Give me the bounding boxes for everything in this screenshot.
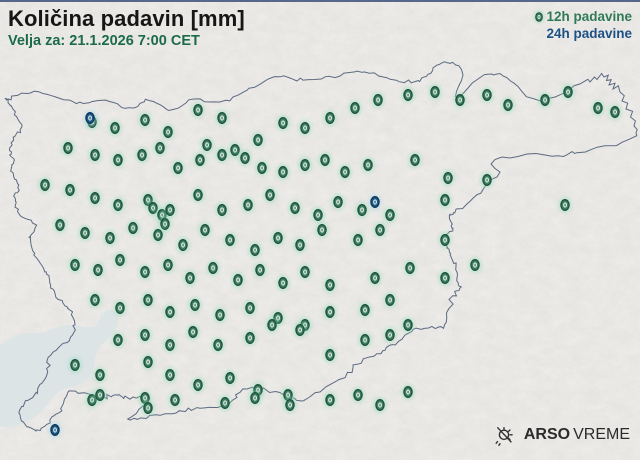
svg-text:12h padavine: 12h padavine [546, 9, 632, 24]
